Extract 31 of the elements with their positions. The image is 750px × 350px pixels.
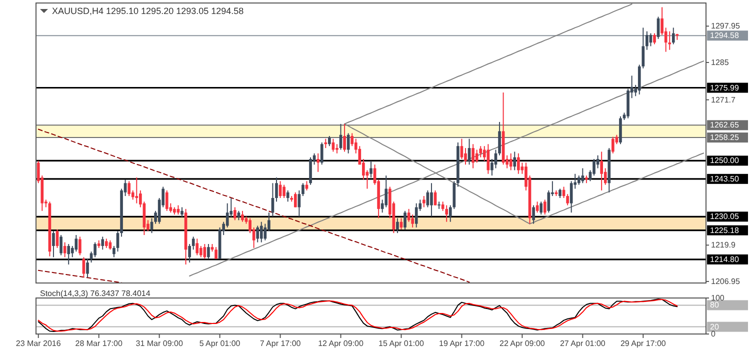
y-tick-label: 1219.9 <box>711 240 736 250</box>
ref-line-label: 1258.25 <box>710 133 740 142</box>
ref-line-label: 20 <box>710 322 720 332</box>
ref-line-label: 1243.50 <box>710 174 740 184</box>
y-tick-label: 0 <box>711 330 716 338</box>
x-tick-label: 15 Apr 01:00 <box>378 339 424 348</box>
y-tick-label: 100 <box>711 294 725 302</box>
x-tick-label: 28 Mar 17:00 <box>75 339 123 348</box>
ref-line-label: 1214.80 <box>710 254 740 264</box>
ref-line-label: 80 <box>710 300 720 310</box>
x-tick-label: 29 Apr 17:00 <box>620 339 666 348</box>
x-tick-label: 5 Apr 01:00 <box>199 339 241 348</box>
x-tick-label: 19 Apr 17:00 <box>439 339 485 348</box>
x-tick-label: 31 Mar 09:00 <box>136 339 184 348</box>
ref-line-label: 1275.99 <box>710 83 740 92</box>
chart-title: XAUUSD,H4 1295.10 1295.20 1293.05 1294.58 <box>52 6 244 16</box>
x-tick-label: 7 Apr 17:00 <box>260 339 302 348</box>
ref-line-label: 1250.00 <box>710 156 740 166</box>
y-tick-label: 1285 <box>711 58 730 67</box>
y-tick-label: 1271.7 <box>711 95 736 104</box>
x-tick-label: 27 Apr 01:00 <box>560 339 606 348</box>
y-tick-label: 1206.95 <box>711 276 740 286</box>
ref-line-label: 1225.18 <box>710 226 740 235</box>
ref-line-label: 1230.05 <box>710 212 740 222</box>
x-tick-label: 23 Mar 2016 <box>16 339 62 348</box>
ref-line-label: 1294.58 <box>710 31 740 40</box>
ref-line-label: 1262.65 <box>710 120 740 130</box>
y-tick-label: 1297.95 <box>711 22 740 31</box>
chart-title: Stoch(14,3,3) 76.3437 78.4014 <box>40 289 151 298</box>
x-tick-label: 22 Apr 09:00 <box>500 339 546 348</box>
x-tick-label: 12 Apr 09:00 <box>318 339 364 348</box>
